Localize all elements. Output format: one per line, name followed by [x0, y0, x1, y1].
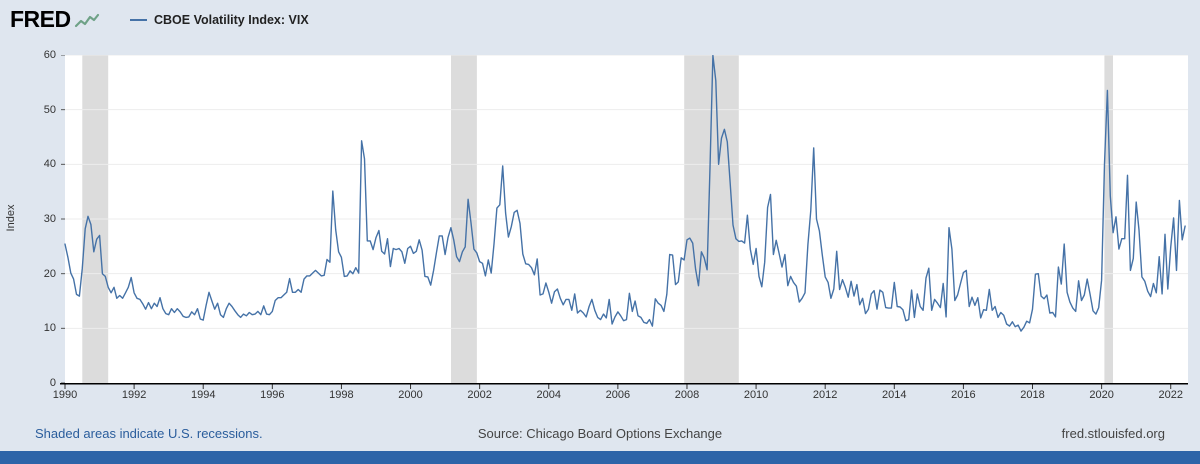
x-axis-tick-label: 2006: [605, 389, 631, 401]
x-axis-tick-label: 1996: [260, 389, 285, 401]
x-axis-tick-label: 2010: [743, 389, 769, 401]
fred-logo-text: FRED: [10, 6, 71, 32]
recession-note-link[interactable]: Shaded areas indicate U.S. recessions.: [35, 426, 263, 441]
x-axis-tick-label: 1992: [121, 389, 147, 401]
x-axis-tick-label: 1994: [190, 389, 216, 401]
x-axis-tick-label: 2008: [674, 389, 700, 401]
chart-legend: CBOE Volatility Index: VIX: [130, 13, 309, 27]
x-axis-tick-label: 1998: [329, 389, 354, 401]
y-axis-tick-label: 0: [49, 377, 56, 389]
bottom-accent-bar: [0, 451, 1200, 464]
source-text: Source: Chicago Board Options Exchange: [477, 426, 723, 441]
fred-logo-sparkline-icon: [74, 13, 99, 27]
x-axis-tick-label: 2020: [1089, 389, 1114, 401]
footer: Shaded areas indicate U.S. recessions. S…: [0, 426, 1200, 446]
header: FRED CBOE Volatility Index: VIX: [0, 0, 1200, 42]
y-axis-tick-label: 20: [43, 267, 56, 280]
x-axis-tick-label: 2014: [882, 389, 907, 401]
x-axis-tick-label: 2000: [398, 389, 423, 401]
x-axis-tick-label: 2022: [1158, 389, 1183, 401]
fred-logo[interactable]: FRED: [10, 6, 100, 33]
y-axis-tick-label: 30: [43, 213, 56, 225]
legend-line-swatch: [130, 19, 147, 21]
y-axis-tick-label: 40: [43, 158, 56, 171]
fred-site-link[interactable]: fred.stlouisfed.org: [1061, 426, 1165, 441]
x-axis-tick-label: 2012: [812, 389, 838, 401]
x-axis-tick-label: 2002: [467, 389, 492, 401]
x-axis-tick-label: 2018: [1020, 389, 1045, 401]
y-axis-tick-label: 50: [43, 103, 56, 116]
y-axis-tick-label: 10: [43, 322, 56, 335]
x-axis-tick-label: 1990: [52, 389, 78, 401]
vix-line-chart[interactable]: [59, 55, 1189, 389]
x-axis-tick-label: 2004: [536, 389, 561, 401]
x-axis-tick-label: 2016: [951, 389, 976, 401]
y-axis-tick-label: 60: [43, 49, 56, 61]
y-axis-labels: 0 10 20 30 40 50 60: [0, 49, 56, 389]
legend-label: CBOE Volatility Index: VIX: [154, 13, 309, 27]
x-axis-labels: 1990 1992 1994 1996 1998 2000 2002 2004 2006 2008…: [53, 389, 1188, 403]
